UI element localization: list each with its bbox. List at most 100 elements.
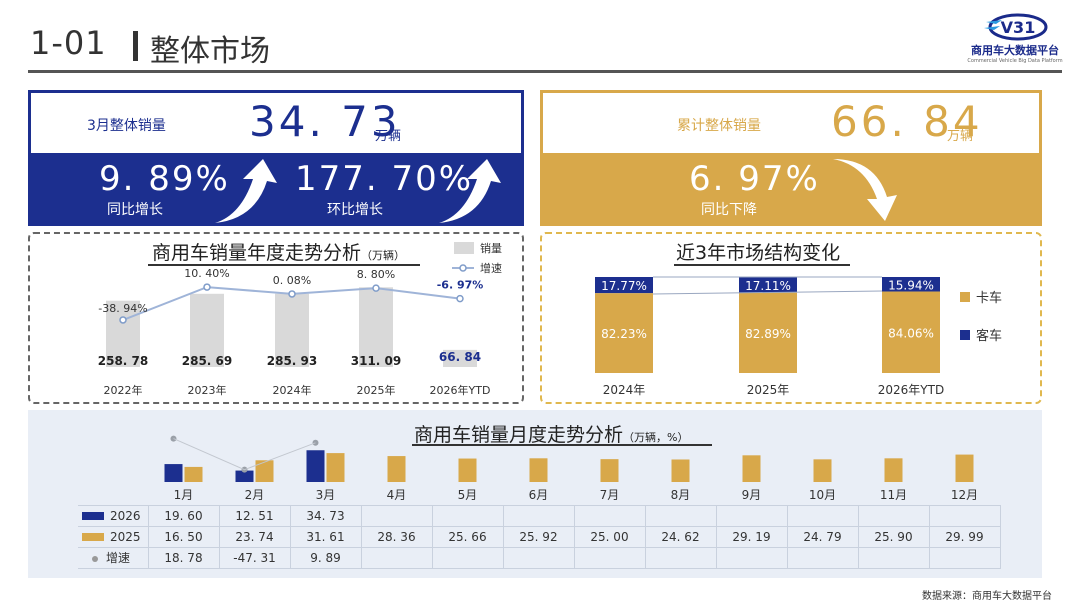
logo-mark: V31: [1001, 18, 1036, 37]
kpi-march-yoy-label: 同比增长: [107, 202, 163, 218]
monthly-row-growth-cell: [502, 546, 575, 569]
header-rule: [28, 70, 1062, 73]
legend-label-truck: 卡车: [976, 290, 1002, 306]
monthly-row-2026-cell: [644, 504, 717, 527]
monthly-row-2026-cell: 12. 51: [218, 504, 291, 527]
structure-bus-label: 17.77%: [601, 279, 647, 293]
kpi-cumulative-unit: 万辆: [947, 129, 974, 144]
monthly-bar-2025: [529, 458, 548, 482]
monthly-bar-2026: [164, 464, 183, 482]
monthly-row-2026-cell: [928, 504, 1001, 527]
monthly-row-2026-cell: [431, 504, 504, 527]
monthly-header-row: 1月 2月 3月 4月 5月 6月 7月 8月 9月 10月 11月 12月: [78, 484, 1000, 506]
monthly-row-2025-cell: 29. 19: [715, 525, 788, 548]
annual-title-underline: [148, 264, 420, 266]
kpi-march-mom-label: 环比增长: [327, 202, 383, 218]
v31-logo-icon: V31: [984, 13, 1048, 41]
monthly-row-2025-series-name: 2025: [110, 529, 141, 544]
monthly-bar-2026: [306, 450, 325, 482]
monthly-row-2025-cell: 25. 90: [857, 525, 930, 548]
monthly-chart: [164, 435, 974, 482]
monthly-row-growth-cell: [360, 546, 433, 569]
monthly-header-row-cell: 2月: [219, 484, 290, 506]
monthly-row-2026: 2026 19. 60 12. 51 34. 73: [78, 504, 1001, 527]
monthly-row-2026-cell: [857, 504, 930, 527]
legend-swatch-sales: [454, 242, 474, 254]
annual-bar: [190, 293, 224, 367]
monthly-bar-2025: [742, 455, 761, 482]
monthly-bar-2025: [458, 458, 477, 482]
monthly-row-growth-cell: [573, 546, 646, 569]
kpi-march-value: 34. 73: [249, 97, 401, 146]
structure-x-tick: 2026年YTD: [878, 383, 944, 397]
monthly-row-growth-series-name: 增速: [106, 551, 131, 565]
monthly-row-2025-cell: 29. 99: [928, 525, 1001, 548]
monthly-growth-point: [170, 435, 177, 442]
monthly-row-2025-cell: 16. 50: [147, 525, 220, 548]
monthly-chart-panel: 商用车销量月度走势分析（万辆，%） 1月 2月 3月 4月 5月 6月 7月 8月 9月 10月 1…: [28, 410, 1042, 578]
monthly-bar-2025: [884, 458, 903, 482]
structure-truck-bar: [739, 292, 797, 373]
legend-label-sales: 销量: [480, 241, 502, 255]
monthly-row-growth-cell: 9. 89: [289, 546, 362, 569]
monthly-growth-line: [173, 438, 316, 471]
section-number: 1-01: [30, 24, 107, 62]
annual-x-tick: 2026年YTD: [430, 383, 491, 397]
structure-chart: 17.77% 82.23% 2024年 17.11% 82.89% 2025年 15.94%…: [595, 276, 1002, 397]
monthly-row-2026-cell: [360, 504, 433, 527]
monthly-bar-2025: [326, 453, 345, 482]
up-arrow-icon: [439, 159, 501, 223]
monthly-header-row-cell: 9月: [716, 484, 787, 506]
annual-bar: [359, 287, 393, 367]
annual-x-tick: 2024年: [273, 383, 312, 397]
structure-chart-panel: [540, 232, 1042, 404]
annual-bar-label: 258. 78: [98, 354, 148, 368]
annual-growth-point: [372, 284, 380, 292]
monthly-bar-2025: [184, 466, 203, 482]
legend-label-growth: 增速: [480, 261, 502, 275]
down-arrow-icon: [833, 159, 897, 221]
annual-bar-label: 66. 84: [439, 350, 481, 364]
annual-x-tick: 2022年: [104, 383, 143, 397]
structure-truck-label: 82.23%: [601, 327, 647, 341]
annual-growth-label: 0. 08%: [273, 274, 311, 287]
annual-bar: [443, 349, 477, 367]
monthly-row-growth-cell: [786, 546, 859, 569]
structure-bus-bar: [739, 277, 797, 293]
structure-title-underline: [674, 264, 850, 266]
monthly-row-growth-label: 增速: [78, 546, 149, 569]
monthly-row-2026-cell: [715, 504, 788, 527]
legend-swatch-bus: [960, 330, 970, 340]
annual-chart: 258. 78 2022年 285. 69 2023年 285. 93 2024年 311.…: [98, 241, 502, 397]
annual-bar: [106, 300, 140, 367]
annual-bar: [275, 293, 309, 367]
structure-truck-bar: [882, 291, 940, 373]
annual-chart-title: 商用车销量年度走势分析（万辆）: [152, 242, 406, 264]
monthly-header-row-cell: 7月: [574, 484, 645, 506]
kpi-cumulative-yoy-label: 同比下降: [701, 202, 757, 218]
monthly-row-2025-label: 2025: [78, 525, 149, 548]
annual-growth-point: [288, 290, 296, 298]
kpi-march-card: 3月整体销量 34. 73 万辆 9. 89% 同比增长 177. 70% 环比…: [28, 90, 524, 226]
logo-name: 商用车大数据平台: [971, 44, 1059, 57]
kpi-march-yoy-value: 9. 89%: [99, 159, 230, 199]
up-arrow-icon: [215, 159, 277, 223]
kpi-cumulative-card: 累计整体销量 66. 84 万辆 6. 97% 同比下降: [540, 90, 1042, 226]
data-source: 数据来源：商用车大数据平台: [922, 591, 1052, 602]
monthly-row-2026-cell: [573, 504, 646, 527]
monthly-bar-2025: [671, 459, 690, 482]
structure-bus-label: 15.94%: [888, 278, 934, 292]
monthly-row-2025-cell: 25. 66: [431, 525, 504, 548]
annual-x-tick: 2023年: [188, 383, 227, 397]
monthly-header-row-cell: 3月: [290, 484, 361, 506]
kpi-cumulative-label: 累计整体销量: [677, 118, 761, 134]
annual-bar-label: 285. 93: [267, 354, 317, 368]
brand-logo: V31 商用车大数据平台 Commercial Vehicle Big Data…: [960, 12, 1070, 68]
monthly-row-2025: 2025 16. 50 23. 74 31. 61 28. 36 25. 66 25. 92…: [78, 525, 1001, 548]
kpi-march-label: 3月整体销量: [87, 118, 166, 134]
monthly-row-2026-series-name: 2026: [110, 508, 141, 523]
annual-growth-point: [456, 294, 464, 303]
annual-chart-panel: [28, 232, 524, 404]
annual-growth-label: -38. 94%: [98, 302, 147, 315]
monthly-header-row-cell: 12月: [929, 484, 1000, 506]
